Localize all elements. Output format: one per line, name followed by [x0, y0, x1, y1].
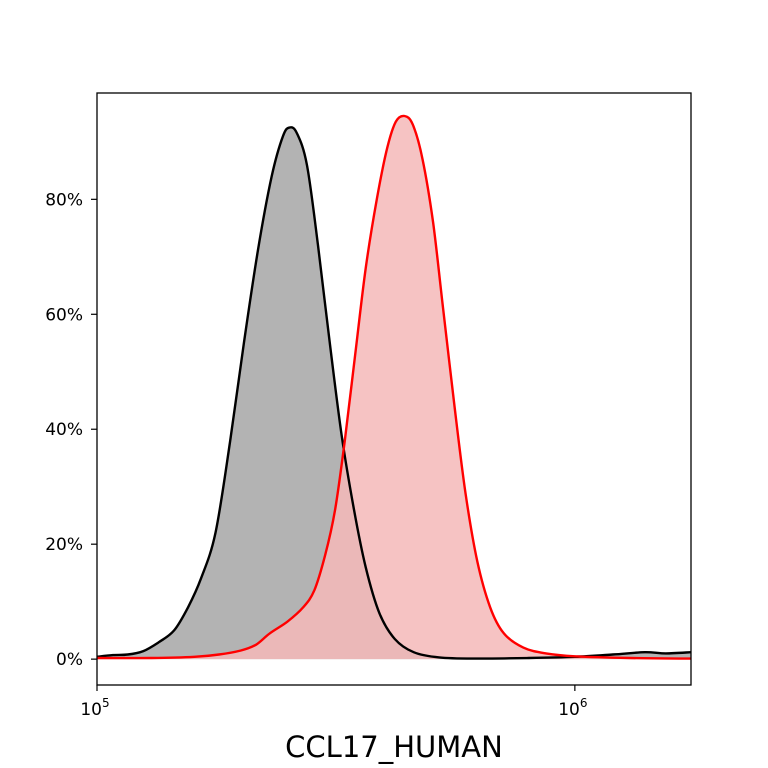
series-layer [96, 114, 692, 660]
plot-frame [96, 92, 692, 686]
y-tick-label: 40% [45, 420, 83, 440]
series-1-area [97, 127, 691, 660]
series-1-line [96, 126, 692, 660]
x-axis-label: CCL17_HUMAN [285, 730, 503, 764]
y-tick-label: 80% [45, 190, 83, 210]
series-2-area [97, 115, 691, 660]
y-tick-label: 20% [45, 535, 83, 555]
y-tick-label: 60% [45, 305, 83, 325]
series-2-line [96, 114, 692, 660]
y-tick-label: 0% [56, 650, 83, 670]
